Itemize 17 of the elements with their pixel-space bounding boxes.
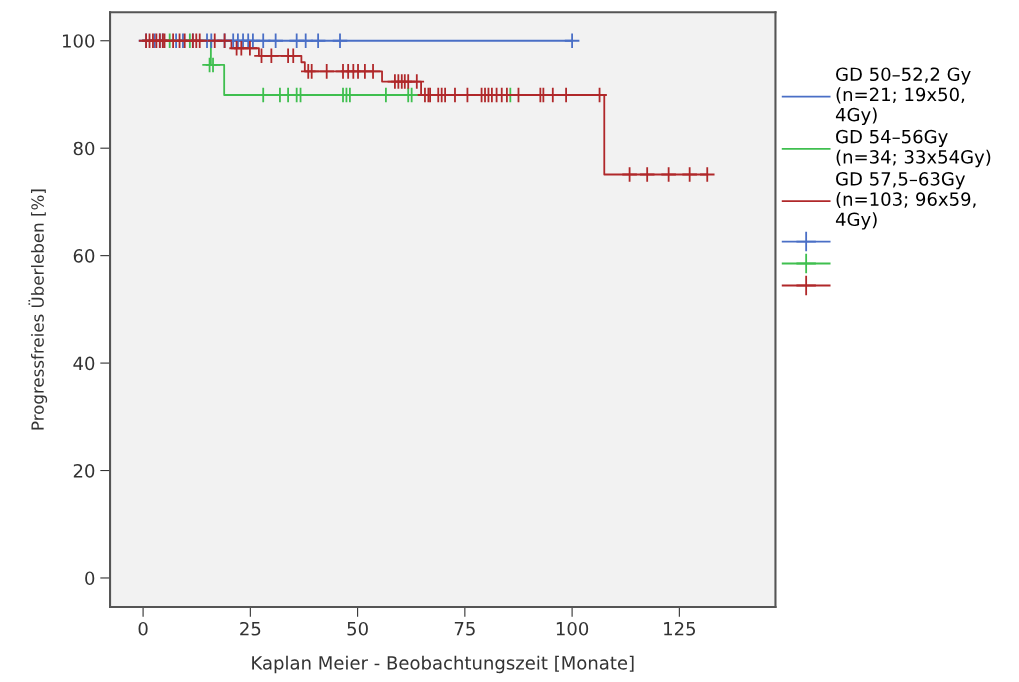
y-tick-label: 80 [73,141,95,156]
y-tick-label: 20 [73,463,95,478]
y-tick-label: 40 [73,356,95,371]
x-tick-label: 75 [454,622,475,636]
legend-label: GD 54–56Gy (n=34; 33x54Gy) [836,129,991,168]
y-tick-label: 60 [73,249,95,263]
legend-label: GD 57,5–63Gy (n=103; 96x59, 4Gy) [835,172,976,230]
y-axis-title: Progressfreies Überleben [%] [28,189,48,430]
y-tick-label: 0 [85,571,95,586]
y-tick-label: 100 [62,34,95,48]
x-tick-label: 100 [556,621,589,636]
x-tick-label: 50 [347,621,368,636]
x-tick-label: 25 [240,621,261,636]
x-tick-label: 0 [138,621,148,636]
legend-label: GD 50–52,2 Gy (n=21; 19x50, 4Gy) [835,67,971,125]
x-axis-title: Kaplan Meier - Beobachtungszeit [Monate] [252,655,634,674]
x-tick-label: 125 [664,621,696,636]
